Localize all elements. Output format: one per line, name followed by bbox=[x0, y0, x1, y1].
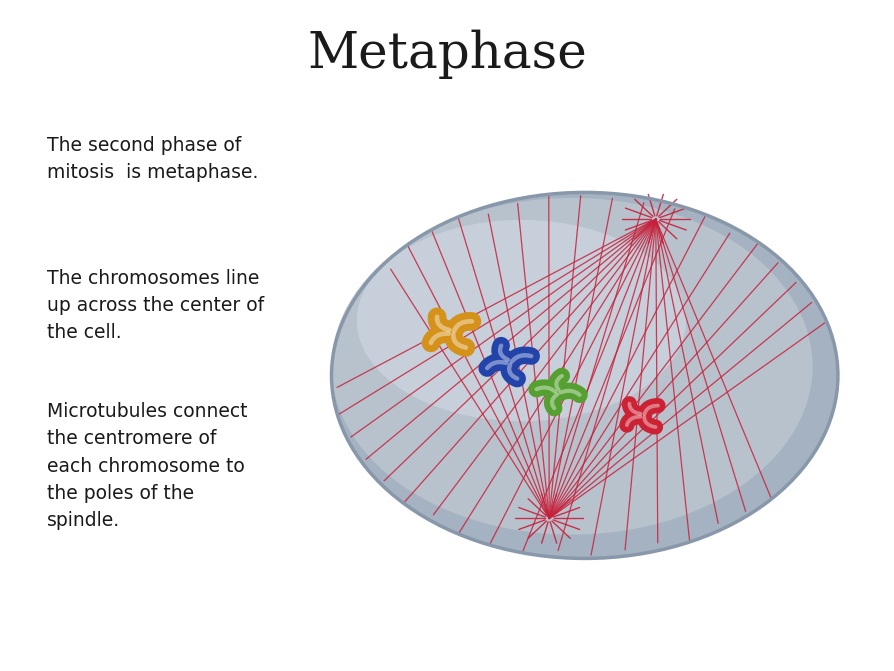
Text: Metaphase: Metaphase bbox=[307, 30, 587, 79]
Ellipse shape bbox=[332, 193, 838, 558]
Text: The second phase of
mitosis  is metaphase.: The second phase of mitosis is metaphase… bbox=[47, 136, 258, 182]
Text: Microtubules connect
the centromere of
each chromosome to
the poles of the
spind: Microtubules connect the centromere of e… bbox=[47, 402, 248, 530]
Ellipse shape bbox=[332, 198, 813, 535]
Text: The chromosomes line
up across the center of
the cell.: The chromosomes line up across the cente… bbox=[47, 269, 265, 342]
Ellipse shape bbox=[357, 220, 686, 421]
